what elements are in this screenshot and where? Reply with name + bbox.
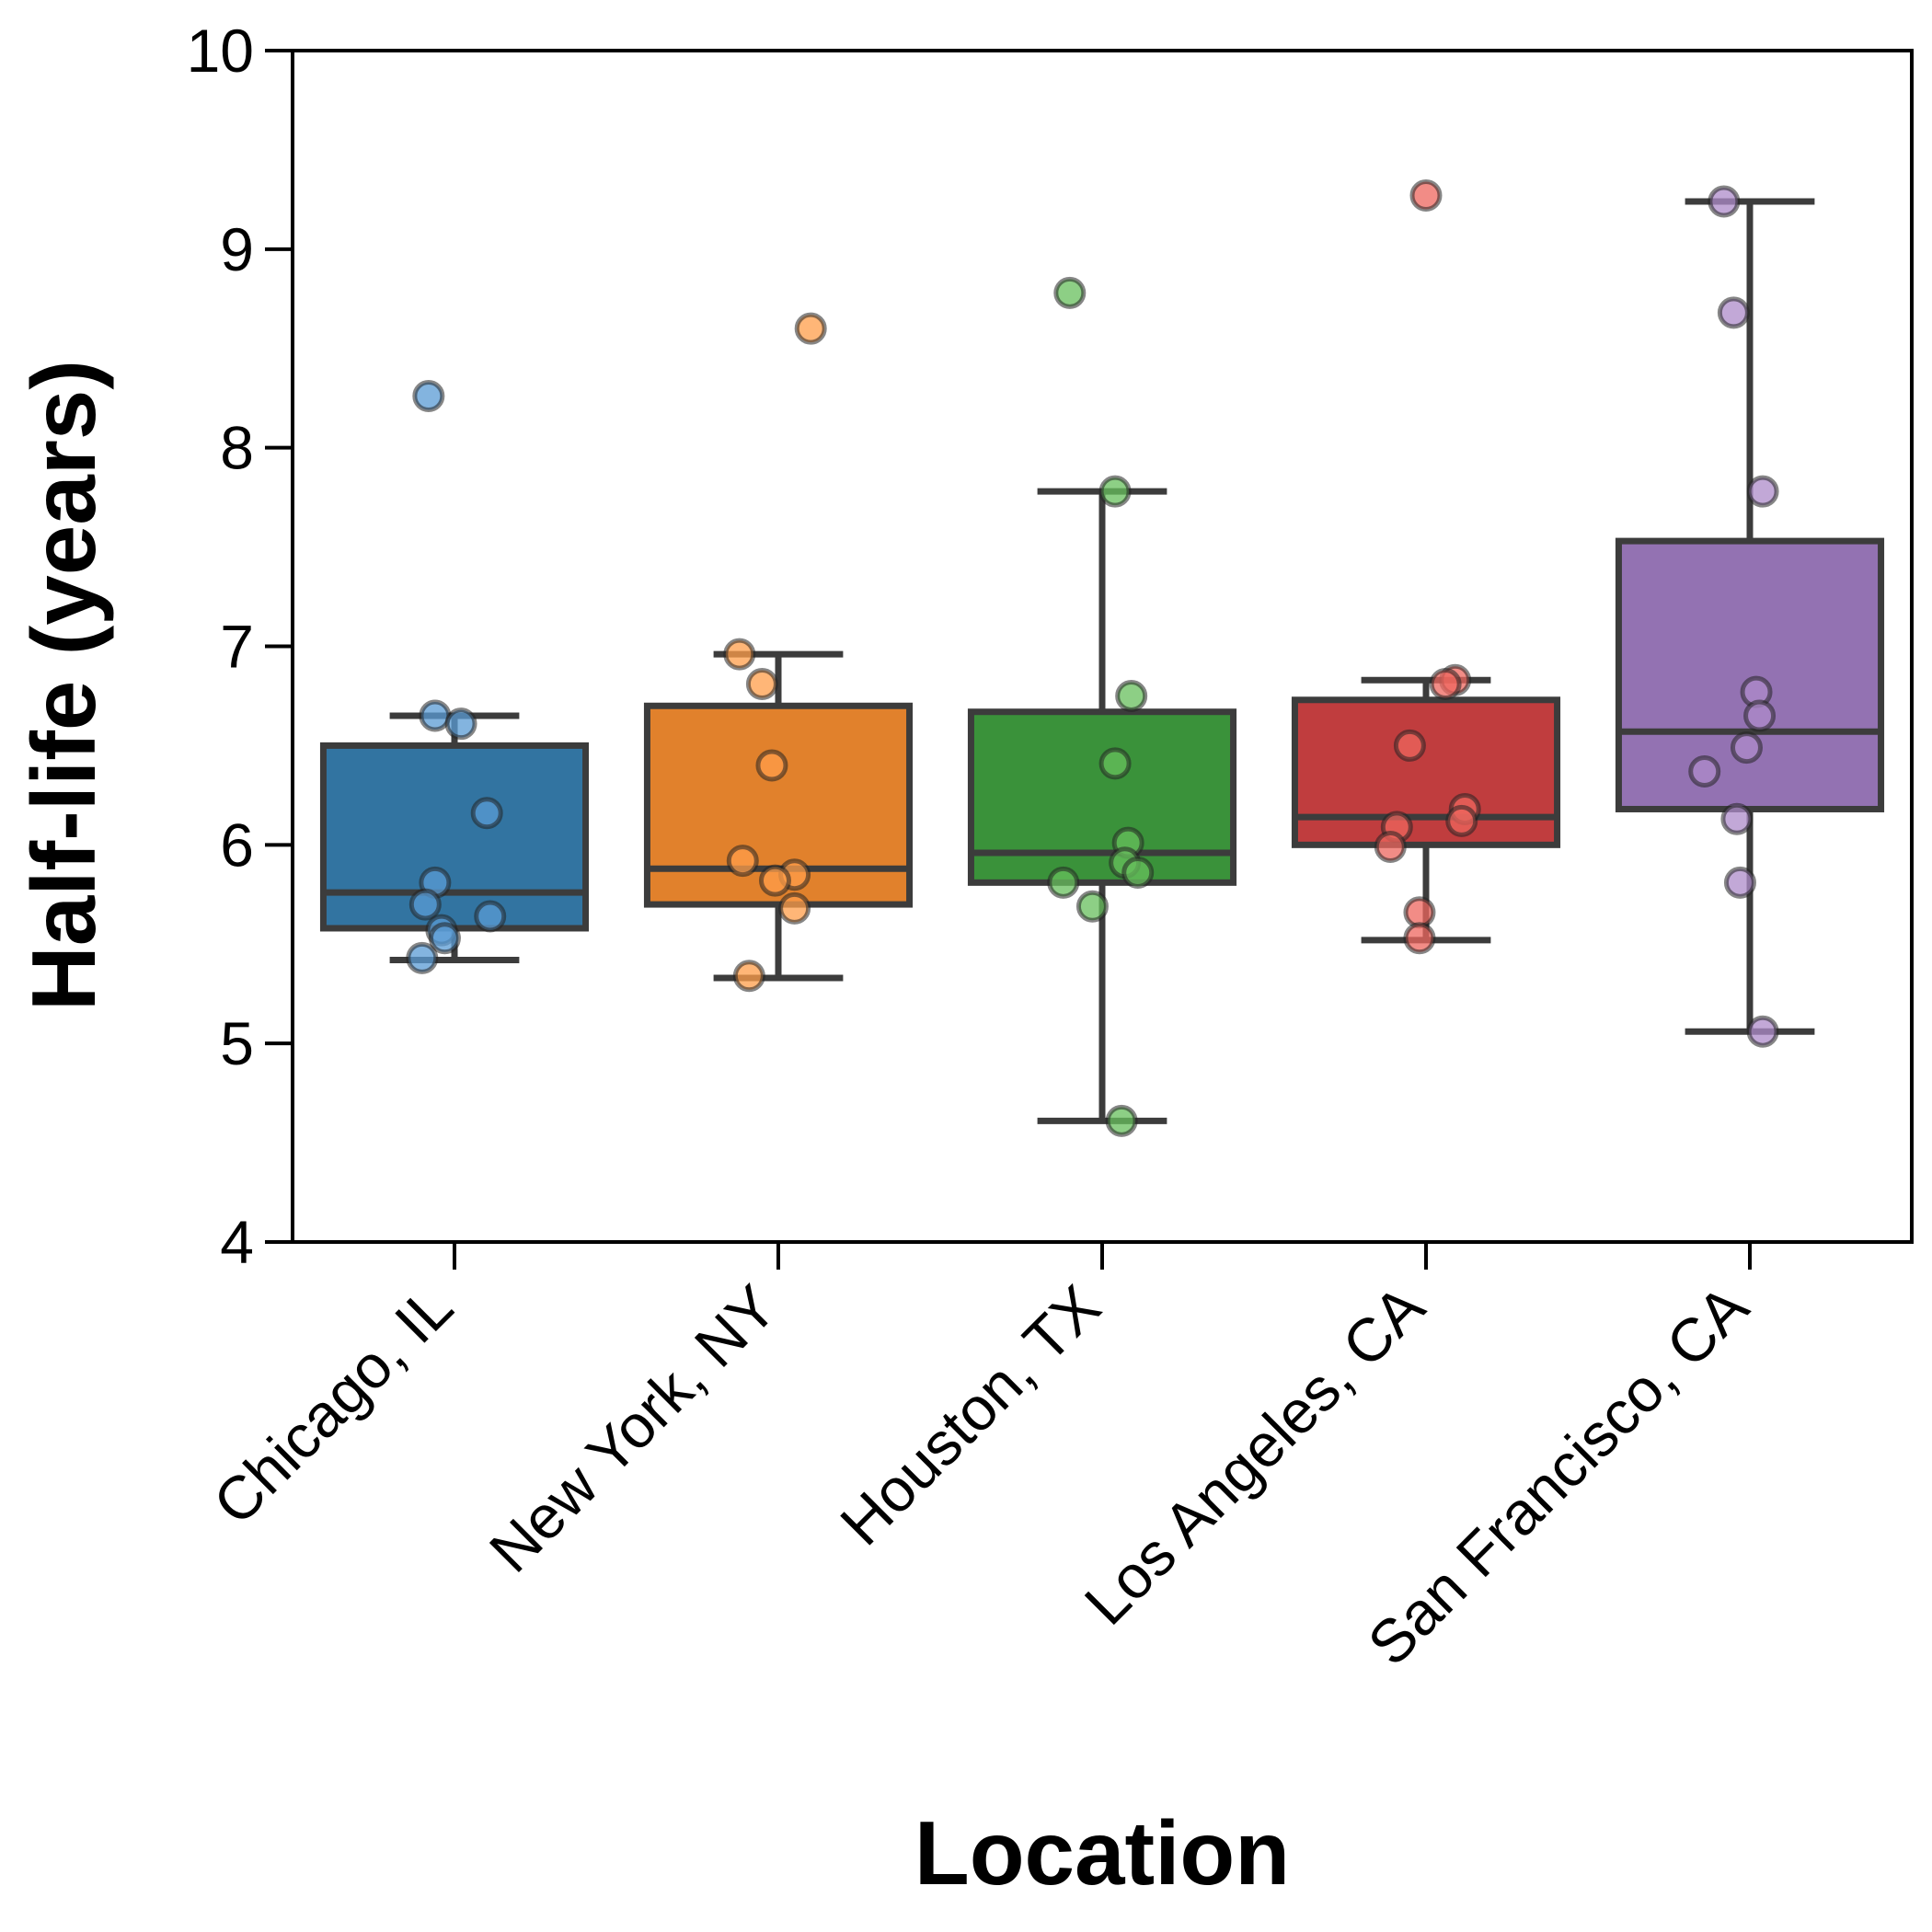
- data-point: [732, 960, 765, 993]
- box-iqr: [319, 742, 590, 932]
- data-point: [794, 312, 827, 345]
- data-point: [1723, 866, 1756, 899]
- data-point: [1403, 896, 1436, 929]
- data-point: [758, 864, 791, 897]
- data-point: [408, 888, 442, 921]
- box-group-3: [967, 488, 1237, 1124]
- data-point: [1115, 679, 1148, 712]
- data-point: [1053, 276, 1087, 309]
- data-point: [1445, 804, 1478, 837]
- data-point: [1720, 802, 1754, 835]
- data-point: [1098, 747, 1132, 780]
- data-point: [755, 749, 788, 782]
- points-layer: [406, 179, 1779, 1137]
- data-point: [1743, 699, 1777, 732]
- data-point: [412, 380, 445, 413]
- y-tick-label: 6: [220, 811, 254, 879]
- x-tick-label: New York, NY: [477, 1272, 789, 1585]
- data-point: [1730, 731, 1763, 765]
- y-axis: 4 5 6 7 8 9 10: [187, 17, 293, 1276]
- data-point: [778, 891, 811, 925]
- x-tick-label: Chicago, IL: [200, 1272, 465, 1537]
- data-point: [1746, 475, 1779, 508]
- data-point: [419, 699, 452, 732]
- data-point: [1075, 890, 1109, 923]
- box-iqr: [1291, 696, 1561, 848]
- data-point: [1409, 179, 1443, 213]
- data-point: [406, 941, 439, 974]
- x-tick-label: Houston, TX: [827, 1272, 1113, 1558]
- data-point: [1708, 185, 1741, 218]
- data-point: [1717, 296, 1750, 329]
- x-tick-label: Los Angeles, CA: [1072, 1272, 1437, 1638]
- data-point: [1393, 729, 1426, 762]
- data-point: [1098, 475, 1132, 508]
- data-point: [726, 845, 759, 878]
- y-tick-label: 10: [187, 17, 254, 85]
- boxes-layer: [319, 198, 1885, 1124]
- data-point: [1105, 1104, 1138, 1137]
- data-point: [1429, 668, 1462, 701]
- data-point: [1047, 866, 1080, 899]
- data-point: [1688, 754, 1721, 788]
- box-group-1: [319, 712, 590, 964]
- data-point: [745, 668, 778, 701]
- y-tick-label: 9: [220, 215, 254, 283]
- box-iqr: [1615, 537, 1885, 812]
- data-point: [1374, 830, 1407, 863]
- y-tick-label: 8: [220, 414, 254, 482]
- data-point: [474, 900, 507, 933]
- y-tick-label: 5: [220, 1009, 254, 1077]
- box-group-5: [1615, 198, 1885, 1035]
- y-tick-label: 7: [220, 613, 254, 681]
- box-group-4: [1291, 676, 1561, 944]
- data-point: [1746, 1015, 1779, 1048]
- y-axis-title: Half-life (years): [13, 360, 114, 1011]
- box-iqr: [967, 708, 1237, 886]
- data-point: [428, 922, 461, 955]
- data-point: [1121, 857, 1155, 890]
- box-group-2: [643, 650, 914, 982]
- x-axis-title: Location: [914, 1802, 1290, 1903]
- data-point: [723, 638, 756, 671]
- y-tick-label: 4: [220, 1208, 254, 1276]
- data-point: [470, 797, 503, 830]
- data-point: [1403, 922, 1436, 955]
- data-point: [444, 707, 477, 741]
